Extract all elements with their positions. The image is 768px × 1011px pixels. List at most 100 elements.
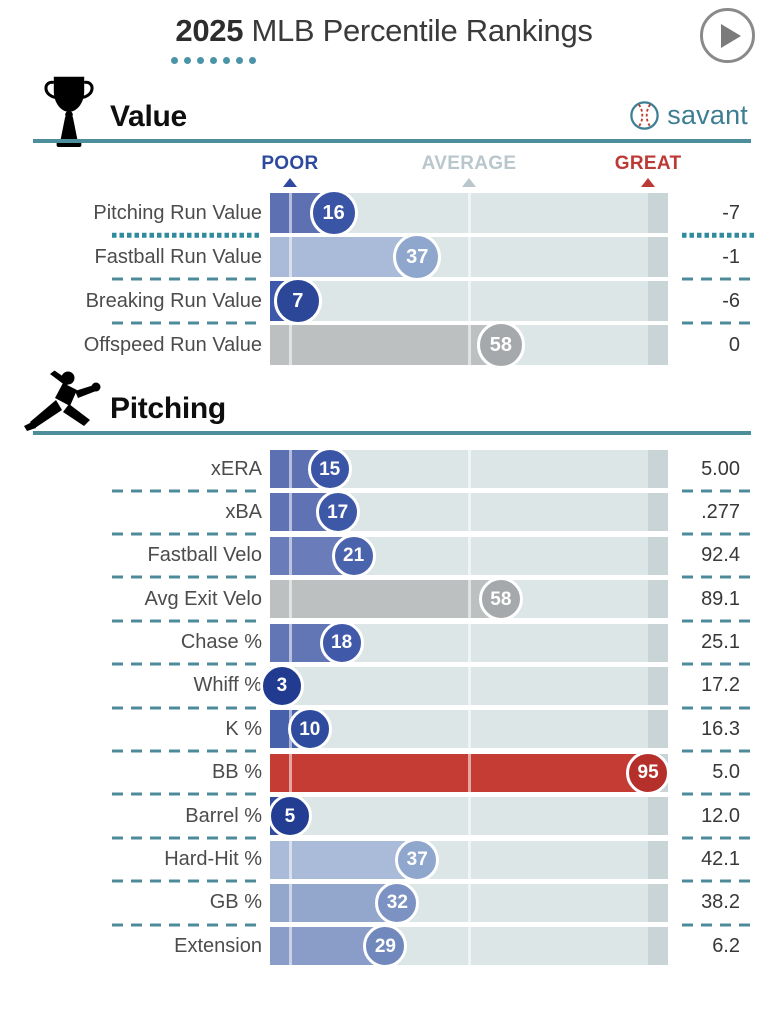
savant-wordmark: savant: [667, 100, 748, 130]
metric-value: 16.3: [701, 717, 740, 740]
separator-left-segment: [112, 321, 262, 325]
metric-row[interactable]: Hard-Hit % 37 42.1: [0, 837, 768, 882]
metric-row[interactable]: Chase % 18 25.1: [0, 620, 768, 665]
metric-label: Chase %: [180, 631, 262, 654]
metric-label: Avg Exit Velo: [144, 587, 262, 610]
average-tick: [468, 623, 471, 662]
scale-arrow-average: [462, 178, 476, 187]
track-great-cap: [648, 840, 668, 879]
baseball-icon: [630, 101, 660, 130]
metric-row[interactable]: xBA 17 .277: [0, 490, 768, 535]
metric-row[interactable]: K % 10 16.3: [0, 707, 768, 752]
metric-row[interactable]: Offspeed Run Value 58 0: [0, 321, 768, 369]
percentile-number: 58: [490, 588, 512, 610]
percentile-bar: 29: [270, 924, 668, 969]
separator-right-segment: [682, 277, 755, 281]
metric-value: .277: [701, 500, 740, 523]
separator-left-segment: [112, 879, 262, 883]
percentile-number: 37: [406, 849, 428, 871]
metric-value: -1: [722, 245, 740, 268]
average-tick: [468, 536, 471, 575]
pitching-rows: xERA 15 5.00 xBA 17: [0, 447, 768, 969]
metric-row[interactable]: xERA 15 5.00: [0, 447, 768, 491]
metric-label: Breaking Run Value: [85, 289, 262, 312]
separator-right-segment: [682, 321, 755, 325]
metric-row[interactable]: Fastball Velo 21 92.4: [0, 533, 768, 578]
scale-label-average: AVERAGE: [421, 153, 517, 174]
percentile-circle: 32: [375, 880, 420, 925]
savant-logo[interactable]: savant: [629, 100, 748, 131]
percentile-circle: 21: [331, 533, 376, 578]
metric-row[interactable]: Extension 29 6.2: [0, 924, 768, 969]
percentile-bar: 17: [270, 490, 668, 535]
percentile-bar: 21: [270, 533, 668, 578]
track-great-cap: [648, 666, 668, 705]
percentile-bar: 58: [270, 321, 668, 369]
metric-value: 92.4: [701, 544, 740, 567]
separator-left-segment: [112, 792, 262, 796]
row-separator: [0, 575, 768, 580]
percentile-bar: 32: [270, 880, 668, 925]
percentile-fill: [270, 237, 418, 277]
separator-right-segment: [682, 532, 755, 536]
average-tick: [468, 450, 471, 488]
metric-value: 0: [728, 333, 740, 356]
average-tick: [468, 493, 471, 532]
percentile-bar: 18: [270, 620, 668, 665]
metric-value: 38.2: [701, 891, 740, 914]
percentile-circle: 17: [315, 490, 360, 535]
percentile-fill: [270, 840, 418, 879]
metric-row[interactable]: GB % 32 38.2: [0, 880, 768, 925]
value-section-rule: [33, 139, 751, 143]
metric-value: -7: [722, 201, 740, 224]
metric-row[interactable]: Barrel % 5 12.0: [0, 794, 768, 839]
metric-row[interactable]: Avg Exit Velo 58 89.1: [0, 577, 768, 622]
scale-header: POOR AVERAGE GREAT: [261, 153, 681, 193]
metric-value: 89.1: [701, 587, 740, 610]
poor-tick: [288, 536, 292, 575]
metric-label: Pitching Run Value: [93, 201, 262, 224]
poor-tick: [288, 927, 292, 966]
metric-label: Extension: [174, 934, 262, 957]
percentile-fill: [270, 753, 649, 792]
percentile-number: 18: [331, 632, 353, 654]
poor-tick: [288, 493, 292, 532]
row-separator: [0, 232, 768, 238]
metric-row[interactable]: Whiff % 3 17.2: [0, 663, 768, 708]
separator-right-segment: [682, 792, 755, 796]
percentile-bar: 16: [270, 189, 668, 237]
row-separator: [0, 618, 768, 623]
metric-row[interactable]: BB % 95 5.0: [0, 750, 768, 795]
metric-row[interactable]: Pitching Run Value 16 -7: [0, 189, 768, 237]
average-tick: [468, 927, 471, 966]
average-tick: [468, 193, 471, 233]
percentile-bar: 5: [267, 794, 668, 839]
row-separator: [0, 531, 768, 536]
row-separator: [0, 662, 768, 667]
percentile-number: 7: [292, 290, 304, 312]
percentile-bar: 37: [270, 837, 668, 882]
percentile-number: 3: [276, 675, 288, 697]
poor-tick: [288, 840, 292, 879]
percentile-bar: 3: [259, 663, 668, 708]
track-great-cap: [648, 450, 668, 488]
poor-tick: [288, 753, 292, 792]
percentile-bar: 15: [270, 447, 668, 491]
title-dot: [197, 57, 204, 64]
percentile-bar: 10: [270, 707, 668, 752]
scale-arrow-poor: [282, 178, 297, 187]
track-great-cap: [648, 536, 668, 575]
percentile-number: 29: [374, 935, 396, 957]
metric-label: Fastball Run Value: [94, 245, 263, 268]
metric-row[interactable]: Breaking Run Value 7 -6: [0, 277, 768, 325]
scale-label-great: GREAT: [614, 153, 682, 174]
title-dot: [223, 57, 230, 64]
row-separator: [0, 321, 768, 325]
value-rows: Pitching Run Value 16 -7 Fastball Run Va…: [0, 189, 768, 369]
track-great-cap: [648, 797, 668, 836]
separator-right-segment: [682, 749, 755, 753]
metric-row[interactable]: Fastball Run Value 37 -1: [0, 233, 768, 281]
metric-value: -6: [722, 289, 740, 312]
percentile-bar: 7: [270, 277, 668, 325]
play-button[interactable]: [700, 8, 755, 63]
